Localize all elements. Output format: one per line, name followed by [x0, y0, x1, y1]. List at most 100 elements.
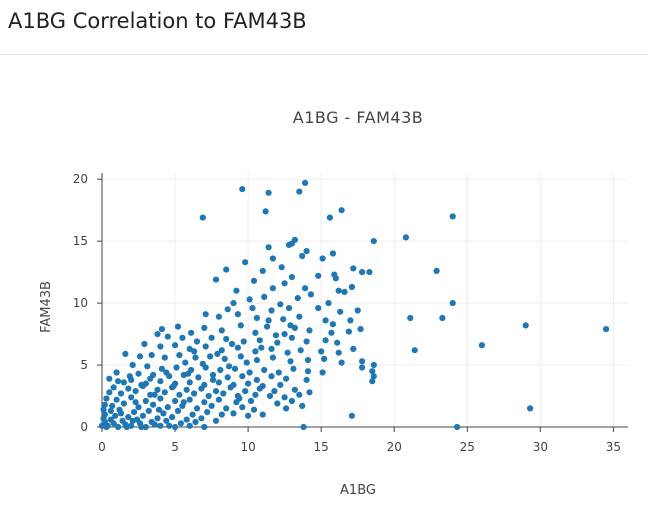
data-point[interactable] — [234, 344, 241, 351]
data-point[interactable] — [252, 348, 259, 355]
data-point[interactable] — [161, 354, 168, 361]
data-point[interactable] — [288, 240, 295, 247]
data-point[interactable] — [208, 402, 215, 409]
data-point[interactable] — [183, 386, 190, 393]
data-point[interactable] — [253, 376, 260, 383]
data-point[interactable] — [223, 405, 230, 412]
data-point[interactable] — [272, 332, 279, 339]
data-point[interactable] — [319, 369, 326, 376]
data-point[interactable] — [220, 390, 227, 397]
data-point[interactable] — [141, 340, 148, 348]
data-point[interactable] — [195, 374, 202, 381]
data-point[interactable] — [288, 397, 295, 405]
data-point[interactable] — [160, 410, 167, 417]
data-point[interactable] — [322, 337, 329, 344]
data-point[interactable] — [218, 327, 225, 334]
data-point[interactable] — [350, 345, 357, 352]
data-point[interactable] — [139, 412, 146, 419]
data-point[interactable] — [113, 369, 120, 376]
data-point[interactable] — [359, 364, 366, 371]
data-point[interactable] — [173, 364, 180, 371]
data-point[interactable] — [369, 378, 376, 385]
data-point[interactable] — [212, 276, 220, 283]
data-point[interactable] — [359, 358, 366, 365]
data-point[interactable] — [138, 423, 145, 431]
data-point[interactable] — [154, 331, 161, 338]
data-point[interactable] — [285, 305, 293, 312]
data-point[interactable] — [186, 379, 193, 386]
data-point[interactable] — [278, 264, 285, 271]
data-point[interactable] — [128, 394, 135, 401]
data-point[interactable] — [208, 334, 215, 341]
data-point[interactable] — [281, 331, 288, 338]
data-point[interactable] — [191, 348, 198, 355]
data-point[interactable] — [215, 379, 222, 386]
data-point[interactable] — [335, 287, 342, 294]
data-point[interactable] — [202, 343, 209, 350]
data-point[interactable] — [345, 328, 352, 335]
data-point[interactable] — [269, 285, 276, 292]
data-point[interactable] — [201, 423, 208, 431]
data-point[interactable] — [172, 397, 179, 405]
data-point[interactable] — [325, 300, 332, 307]
data-point[interactable] — [259, 267, 266, 274]
data-point[interactable] — [120, 400, 127, 407]
data-point[interactable] — [329, 321, 336, 328]
data-point[interactable] — [110, 420, 117, 427]
data-point[interactable] — [163, 369, 170, 376]
data-point[interactable] — [304, 368, 312, 375]
data-point[interactable] — [147, 375, 154, 382]
data-point[interactable] — [182, 359, 189, 366]
data-point[interactable] — [188, 329, 195, 336]
data-point[interactable] — [103, 423, 110, 431]
data-point[interactable] — [334, 339, 341, 346]
data-point[interactable] — [151, 421, 158, 428]
data-point[interactable] — [306, 389, 313, 396]
data-point[interactable] — [233, 287, 240, 294]
data-point[interactable] — [158, 365, 165, 372]
data-point[interactable] — [287, 322, 294, 329]
data-point[interactable] — [207, 353, 214, 360]
data-point[interactable] — [135, 370, 142, 377]
data-points[interactable] — [98, 179, 610, 431]
data-point[interactable] — [198, 415, 205, 422]
data-point[interactable] — [237, 353, 244, 360]
data-point[interactable] — [164, 333, 171, 340]
data-point[interactable] — [366, 269, 373, 276]
data-point[interactable] — [157, 422, 164, 429]
data-point[interactable] — [204, 409, 211, 416]
data-point[interactable] — [321, 355, 328, 362]
data-point[interactable] — [370, 373, 377, 380]
data-point[interactable] — [287, 358, 294, 365]
scatter-chart[interactable]: A1BG - FAM43B 0 5 10 15 20 25 30 35 0 5 10 15 20 A1B… — [0, 55, 648, 509]
data-point[interactable] — [281, 394, 288, 401]
data-point[interactable] — [115, 423, 122, 431]
data-point[interactable] — [189, 411, 196, 418]
data-point[interactable] — [303, 376, 310, 383]
data-point[interactable] — [265, 189, 272, 196]
data-point[interactable] — [369, 368, 376, 375]
data-point[interactable] — [322, 317, 329, 324]
data-point[interactable] — [297, 347, 304, 354]
data-point[interactable] — [198, 385, 205, 392]
data-point[interactable] — [338, 359, 345, 366]
data-point[interactable] — [264, 323, 271, 330]
data-point[interactable] — [266, 392, 274, 400]
data-point[interactable] — [217, 366, 224, 374]
data-point[interactable] — [199, 360, 206, 367]
data-point[interactable] — [215, 313, 222, 320]
data-point[interactable] — [249, 305, 256, 312]
data-point[interactable] — [174, 323, 182, 330]
data-point[interactable] — [115, 378, 122, 385]
data-point[interactable] — [269, 255, 276, 262]
data-point[interactable] — [268, 373, 275, 380]
data-point[interactable] — [142, 397, 149, 405]
data-point[interactable] — [122, 350, 129, 357]
data-point[interactable] — [135, 404, 142, 411]
data-point[interactable] — [277, 301, 284, 308]
data-point[interactable] — [246, 369, 253, 376]
data-point[interactable] — [304, 357, 312, 364]
data-point[interactable] — [185, 370, 192, 377]
data-point[interactable] — [449, 213, 456, 220]
data-point[interactable] — [242, 388, 249, 395]
